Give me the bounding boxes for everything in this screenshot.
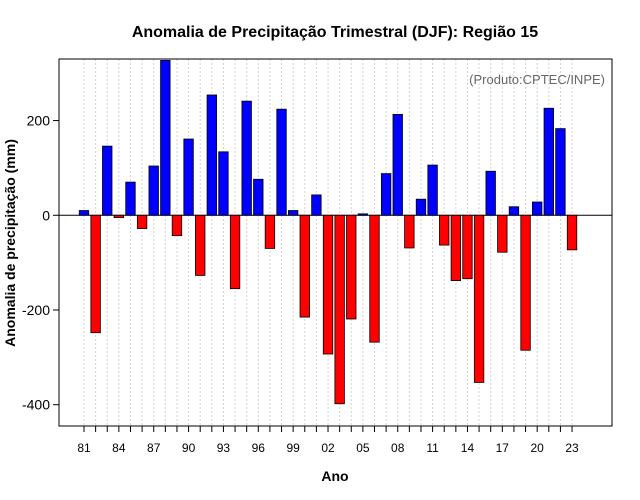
bar-1982 (90, 214, 101, 334)
bar-2014 (462, 214, 473, 280)
bar-2008 (392, 114, 403, 216)
bar-2020 (532, 201, 543, 216)
bar-2018 (508, 206, 520, 216)
bar-1983 (102, 145, 113, 216)
y-axis-label: Anomalia de precipitação (mm) (2, 139, 18, 347)
bar-2012 (439, 214, 450, 246)
x-tick-label: 96 (252, 441, 266, 455)
x-tick-label: 99 (286, 441, 300, 455)
bars (78, 60, 578, 405)
bar-2004 (346, 214, 357, 320)
bar-2006 (369, 214, 380, 343)
bar-1987 (148, 165, 159, 216)
bar-1981 (78, 210, 90, 216)
x-tick-label: 05 (356, 441, 370, 455)
x-tick-label: 81 (77, 441, 91, 455)
x-tick-label: 11 (426, 441, 439, 455)
bar-2001 (311, 194, 322, 216)
source-annotation: (Produto:CPTEC/INPE) (469, 72, 605, 87)
y-tick-label: -200 (22, 302, 50, 318)
x-tick-label: 02 (321, 441, 335, 455)
bar-2002 (322, 214, 334, 355)
bar-2015 (473, 214, 485, 383)
y-axis: -400 -200 0 200 (22, 113, 59, 413)
bar-1998 (276, 108, 287, 216)
bar-1991 (195, 214, 206, 276)
bar-2009 (404, 214, 415, 249)
bar-1992 (206, 94, 217, 216)
bar-2019 (520, 214, 531, 351)
x-tick-label: 93 (217, 441, 231, 455)
bar-2021 (543, 107, 554, 216)
bar-2003 (334, 214, 345, 405)
bar-2011 (427, 164, 438, 216)
y-tick-label: 0 (42, 207, 50, 223)
y-tick-label: -400 (22, 397, 50, 413)
x-tick-label: 08 (391, 441, 405, 455)
x-axis: 81 84 87 90 93 96 99 02 05 08 11 14 17 20 23 (77, 426, 579, 455)
bar-1989 (171, 214, 183, 237)
bar-1994 (229, 214, 241, 290)
x-tick-label: 23 (565, 441, 579, 455)
bar-1997 (264, 214, 276, 249)
bar-1995 (241, 100, 252, 216)
bar-1999 (288, 210, 299, 216)
bar-1985 (125, 181, 136, 216)
bar-2016 (485, 170, 496, 216)
bar-2007 (380, 173, 392, 216)
bar-2017 (497, 214, 508, 253)
bar-1993 (218, 151, 229, 216)
plot-frame (58, 58, 613, 427)
bar-1990 (183, 138, 194, 216)
bar-2010 (415, 198, 427, 216)
x-tick-label: 20 (531, 441, 545, 455)
bar-1986 (136, 214, 148, 229)
bar-1996 (253, 178, 264, 216)
x-tick-label: 17 (496, 441, 510, 455)
y-tick-label: 200 (27, 113, 51, 129)
bar-2000 (299, 214, 310, 318)
bar-1984 (113, 214, 125, 219)
chart-title: Anomalia de Precipitação Trimestral (DJF… (132, 24, 538, 41)
bar-2022 (555, 128, 566, 216)
x-tick-label: 14 (461, 441, 475, 455)
bar-2013 (450, 214, 461, 282)
x-axis-label: Ano (321, 468, 348, 484)
x-tick-label: 87 (147, 441, 161, 455)
bar-2005 (357, 213, 369, 216)
bar-1988 (160, 60, 171, 216)
x-tick-label: 90 (182, 441, 196, 455)
x-tick-label: 84 (112, 441, 126, 455)
bar-2023 (566, 214, 578, 251)
